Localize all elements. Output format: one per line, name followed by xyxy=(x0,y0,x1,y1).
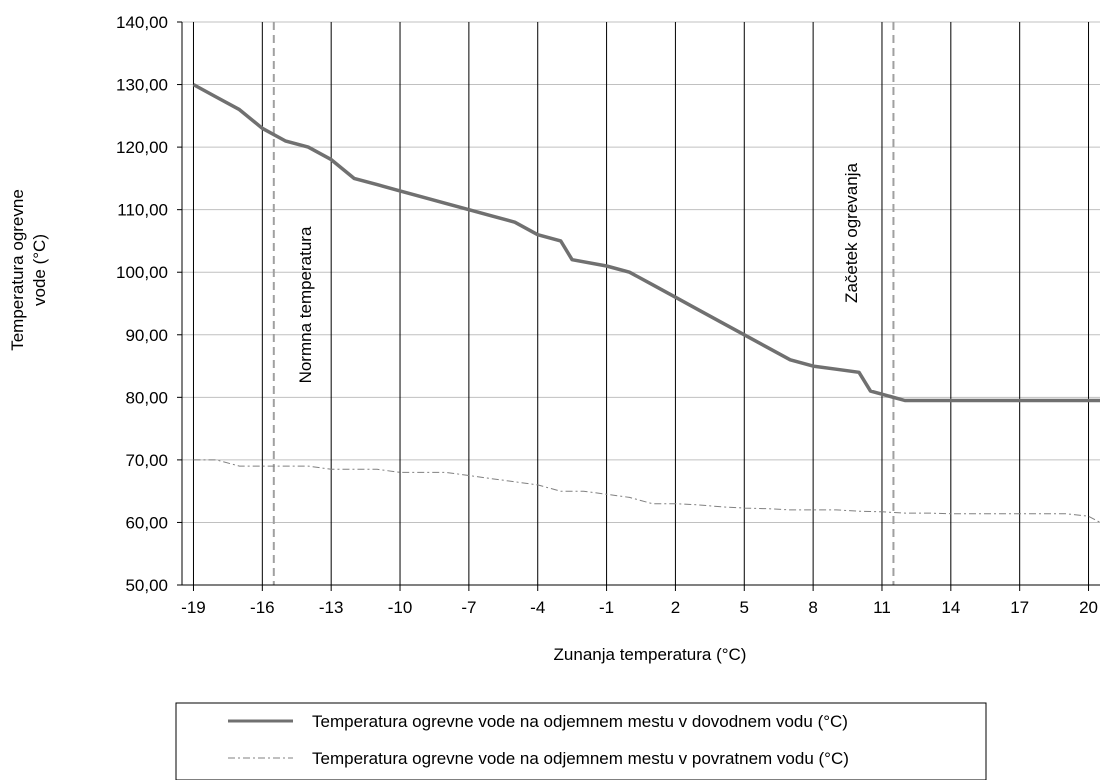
x-tick-label: 17 xyxy=(1010,598,1029,617)
x-tick-label: 2 xyxy=(671,598,680,617)
horizontal-gridlines xyxy=(182,21,1100,523)
series-line-supply xyxy=(192,83,1100,403)
x-tick-label: 8 xyxy=(808,598,817,617)
y-tick-label: 60,00 xyxy=(125,513,168,532)
x-tick-label: -4 xyxy=(530,598,545,617)
y-axis-title-line-2: vode (°C) xyxy=(30,234,49,306)
x-axis-title: Zunanja temperatura (°C) xyxy=(554,645,747,664)
legend-label-supply: Temperatura ogrevne vode na odjemnem mes… xyxy=(312,712,848,731)
vertical-gridlines xyxy=(192,22,1090,585)
x-tick-label: -1 xyxy=(599,598,614,617)
y-tick-labels: 50,00 60,00 70,00 80,00 90,00 100,00 110,00 120… xyxy=(116,13,168,595)
x-tick-labels: -19 -16 -13 -10 -7 -4 -1 2 5 8 11 14 17 20 xyxy=(181,598,1098,617)
x-tick-label: 20 xyxy=(1079,598,1098,617)
y-tick-label: 70,00 xyxy=(125,451,168,470)
x-tick-label: -16 xyxy=(250,598,275,617)
x-tick-label: 5 xyxy=(740,598,749,617)
x-tick-label: -7 xyxy=(461,598,476,617)
x-tick-label: 11 xyxy=(873,598,891,617)
x-tick-label: -19 xyxy=(181,598,206,617)
legend-label-return: Temperatura ogrevne vode na odjemnem mes… xyxy=(312,749,849,768)
x-tick-label: -13 xyxy=(319,598,344,617)
y-tick-label: 130,00 xyxy=(116,76,168,95)
y-tick-label: 110,00 xyxy=(117,201,168,220)
series-lines xyxy=(192,83,1101,523)
y-tick-label: 50,00 xyxy=(125,576,168,595)
axes xyxy=(177,21,1100,591)
y-tick-label: 90,00 xyxy=(125,326,168,345)
legend: Temperatura ogrevne vode na odjemnem mes… xyxy=(175,702,987,780)
series-line-return xyxy=(193,459,1101,523)
x-tick-label: -10 xyxy=(388,598,413,617)
y-axis-title-line-1: Temperatura ogrevne xyxy=(8,189,27,351)
reference-lines xyxy=(272,22,895,585)
y-tick-label: 120,00 xyxy=(116,138,168,157)
y-tick-label: 100,00 xyxy=(116,263,168,282)
reference-label-zacetek: Začetek ogrevanja xyxy=(842,163,861,303)
y-tick-label: 80,00 xyxy=(125,388,168,407)
reference-label-normna: Normna temperatura xyxy=(296,226,315,383)
legend-box xyxy=(175,702,987,780)
x-tick-label: 14 xyxy=(941,598,960,617)
y-tick-label: 140,00 xyxy=(116,13,168,32)
